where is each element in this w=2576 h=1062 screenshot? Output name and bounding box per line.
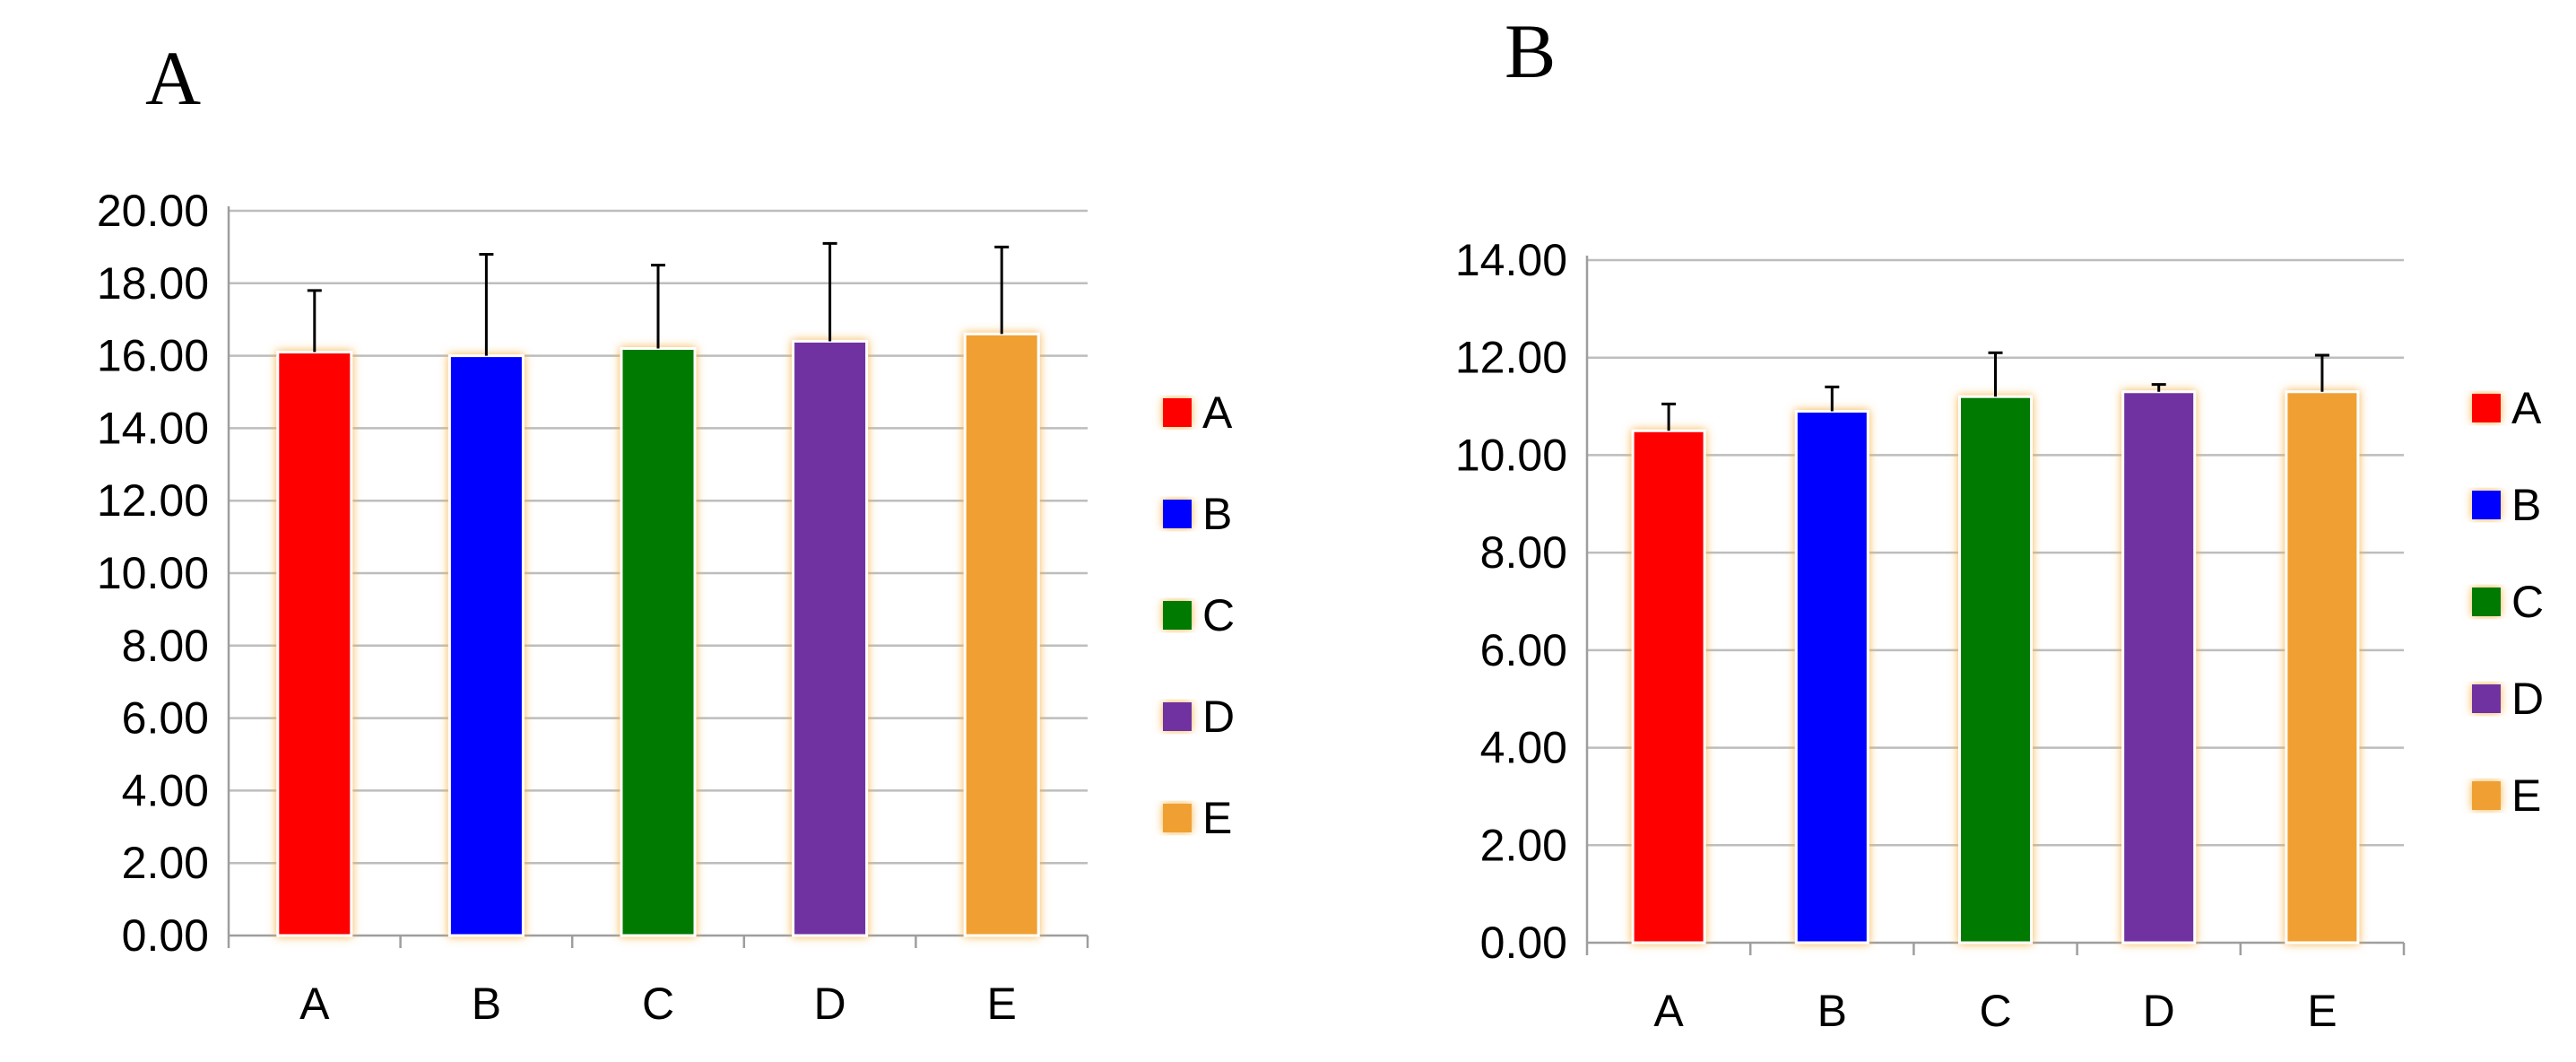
panel-a-x-tick-label: B — [472, 979, 501, 1029]
panel-b-y-tick-labels: 0.00 2.00 4.00 6.00 8.00 10.00 12.00 14.00 — [1455, 235, 1567, 968]
panel-b-legend-swatch-e — [2472, 781, 2501, 810]
chart-panel-a: A 0.00 2.00 4.00 6.00 8.00 10.00 12.00 14.00 16.… — [97, 35, 1235, 1029]
panel-a-letter: A — [145, 35, 201, 121]
panel-a-legend-swatch-b — [1163, 500, 1192, 528]
panel-a-legend-label-c: C — [1202, 590, 1235, 640]
panel-a-x-tick-label: A — [299, 979, 330, 1029]
panel-a-bars — [276, 241, 1040, 937]
panel-a-bar-c — [620, 347, 697, 937]
panel-a-bar-e — [963, 332, 1040, 937]
panel-b-legend-label-c: C — [2511, 577, 2544, 627]
panel-a-y-tick-label: 4.00 — [122, 765, 209, 815]
panel-a-y-tick-label: 6.00 — [122, 693, 209, 744]
panel-b-x-tick-label: D — [2143, 986, 2175, 1036]
panel-b-y-tick-label: 8.00 — [1480, 527, 1567, 578]
panel-b-x-tick-label: C — [1979, 986, 2011, 1036]
panel-b-y-tick-label: 14.00 — [1455, 235, 1567, 285]
panel-b-bar-d — [2121, 390, 2197, 944]
panel-a-bar-b — [447, 354, 525, 937]
panel-b-legend-swatch-d — [2472, 684, 2501, 713]
panel-a-y-tick-label: 0.00 — [122, 910, 209, 961]
panel-a-legend-label-d: D — [1202, 692, 1235, 742]
panel-a-x-tick-labels: A B C D E — [299, 979, 1017, 1029]
panel-b-bars — [1631, 351, 2360, 944]
panel-b-legend-label-d: D — [2511, 674, 2544, 724]
panel-a-legend-swatch-e — [1163, 804, 1192, 832]
panel-b-legend-label-a: A — [2511, 383, 2542, 433]
panel-b-legend-swatch-a — [2472, 394, 2501, 422]
panel-a-legend-swatch-c — [1163, 601, 1192, 630]
panel-a-y-tick-label: 8.00 — [122, 621, 209, 671]
panel-a-y-tick-labels: 0.00 2.00 4.00 6.00 8.00 10.00 12.00 14.00 16.00… — [97, 186, 209, 961]
panel-b-legend-swatch-c — [2472, 588, 2501, 616]
panel-b-y-tick-label: 6.00 — [1480, 625, 1567, 675]
panel-b-x-tick-label: A — [1653, 986, 1684, 1036]
panel-b-letter: B — [1505, 8, 1556, 94]
panel-a-legend-label-b: B — [1202, 489, 1232, 539]
panel-a-x-tick-label: D — [814, 979, 846, 1029]
panel-b-bar-c — [1958, 395, 2033, 944]
panel-a-y-tick-label: 14.00 — [97, 403, 209, 453]
panel-b-legend-swatch-b — [2472, 491, 2501, 519]
panel-b-x-tick-labels: A B C D E — [1653, 986, 2337, 1036]
panel-a-bar-d — [792, 339, 869, 937]
panel-a-x-tick-label: C — [642, 979, 674, 1029]
panel-b-bar-a — [1631, 429, 1706, 944]
panel-a-y-tick-label: 18.00 — [97, 258, 209, 309]
panel-a-legend: A B C D E — [1163, 387, 1235, 843]
panel-b-legend-label-b: B — [2511, 480, 2541, 530]
panel-a-bar-a — [276, 351, 353, 937]
panel-b-bar-e — [2285, 390, 2360, 944]
panel-a-legend-swatch-a — [1163, 398, 1192, 427]
panel-a-x-tick-label: E — [987, 979, 1017, 1029]
panel-a-legend-label-e: E — [1202, 793, 1232, 843]
panel-b-y-tick-label: 0.00 — [1480, 918, 1567, 968]
panel-a-legend-label-a: A — [1202, 387, 1233, 438]
panel-a-y-tick-label: 2.00 — [122, 838, 209, 888]
panel-b-bar-b — [1794, 410, 1869, 944]
panel-a-y-tick-label: 16.00 — [97, 331, 209, 381]
panel-b-y-tick-label: 12.00 — [1455, 333, 1567, 383]
panel-a-y-tick-label: 12.00 — [97, 475, 209, 526]
panel-b-legend-label-e: E — [2511, 770, 2541, 821]
panel-b-y-tick-label: 10.00 — [1455, 430, 1567, 480]
panel-a-y-tick-label: 10.00 — [97, 548, 209, 598]
panel-b-x-tick-label: E — [2307, 986, 2337, 1036]
panel-a-y-tick-label: 20.00 — [97, 186, 209, 236]
panel-a-legend-swatch-d — [1163, 702, 1192, 731]
panel-b-x-tick-label: B — [1817, 986, 1847, 1036]
panel-b-y-tick-label: 4.00 — [1480, 723, 1567, 773]
panel-b-y-tick-label: 2.00 — [1480, 820, 1567, 870]
